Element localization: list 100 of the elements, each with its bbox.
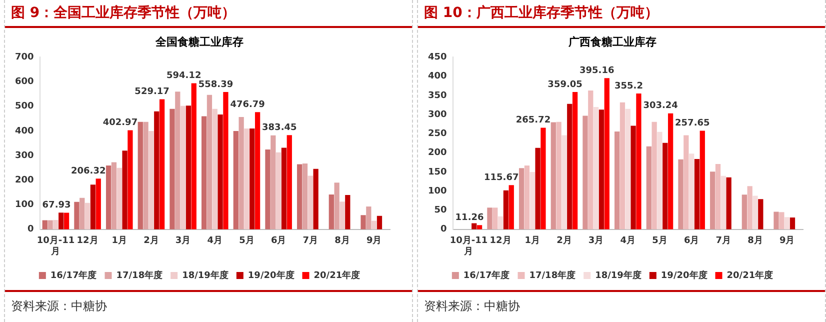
- bar: [366, 206, 372, 230]
- bar: [223, 92, 228, 230]
- legend-label: 20/21年度: [726, 270, 774, 281]
- x-tick-label: 3月: [588, 235, 604, 246]
- bar: [250, 128, 255, 230]
- bar: [657, 132, 662, 230]
- data-label: 529.17: [134, 87, 170, 98]
- bar: [90, 184, 96, 230]
- y-tick-label: 250: [428, 129, 447, 140]
- bar: [159, 99, 165, 230]
- bar: [646, 146, 652, 230]
- bar: [540, 128, 546, 230]
- x-tick-label: 4月: [207, 235, 223, 246]
- bar: [503, 190, 509, 230]
- y-tick-label: 0: [440, 224, 447, 235]
- bar: [360, 215, 366, 230]
- bar: [143, 122, 148, 230]
- bar: [593, 106, 599, 230]
- x-tick-label: 2月: [144, 235, 159, 246]
- legend-label: 17/18年度: [116, 270, 163, 281]
- bar: [476, 225, 482, 230]
- y-tick-label: 200: [428, 148, 447, 158]
- bar: [710, 172, 716, 230]
- x-tick-label: 9月: [779, 235, 795, 246]
- bar: [233, 131, 238, 230]
- text: 资料来源：中糖协: [418, 290, 825, 322]
- y-tick-label: 50: [434, 206, 447, 216]
- bar: [508, 185, 514, 230]
- data-label: 402.97: [102, 118, 138, 128]
- bar: [758, 199, 764, 230]
- y-tick-label: 400: [428, 72, 447, 82]
- y-tick-label: 100: [14, 200, 34, 210]
- bar: [84, 202, 90, 230]
- legend-label: 17/18年度: [529, 270, 576, 281]
- bar: [80, 198, 85, 230]
- chart-title: 图 10：广西工业库存季节性（万吨）: [418, 0, 825, 28]
- x-tick-label: 12月: [490, 235, 512, 246]
- bar: [678, 159, 684, 230]
- bar: [212, 108, 218, 230]
- bar: [281, 148, 287, 230]
- legend-label: 19/20年度: [660, 270, 708, 281]
- legend-label: 16/17年度: [50, 270, 97, 281]
- x-tick-label: 5月: [239, 235, 254, 246]
- y-tick-label: 300: [14, 150, 34, 161]
- bar: [122, 150, 128, 230]
- legend-label: 16/17年度: [463, 270, 510, 281]
- bar: [700, 130, 705, 230]
- y-tick-label: 0: [28, 224, 34, 235]
- x-tick-label: 6月: [684, 235, 700, 246]
- bar: [662, 142, 668, 230]
- bar: [487, 208, 492, 230]
- bar: [614, 131, 620, 230]
- bar: [742, 194, 747, 230]
- y-tick-label: 200: [14, 176, 34, 186]
- x-tick-label: 4月: [620, 235, 636, 246]
- bar: [582, 116, 588, 230]
- bar: [720, 176, 726, 230]
- data-label: 67.93: [42, 200, 71, 211]
- text: 资料来源：中糖协: [5, 290, 412, 322]
- bar: [64, 212, 70, 230]
- x-tick-label: 6月: [270, 235, 286, 246]
- bar: [218, 114, 223, 230]
- legend-label: 18/19年度: [182, 270, 228, 281]
- bar: [726, 177, 732, 230]
- x-tick-label: 1月: [112, 235, 128, 246]
- bar: [625, 108, 630, 230]
- bar: [111, 162, 117, 230]
- bar: [206, 94, 212, 230]
- bar: [154, 111, 160, 230]
- bar: [106, 165, 112, 230]
- data-label: 594.12: [166, 71, 202, 82]
- bar: [96, 178, 101, 230]
- data-label: 558.39: [198, 80, 234, 90]
- data-label: 265.72: [516, 116, 551, 126]
- bar: [684, 135, 689, 230]
- bar: [202, 116, 207, 230]
- y-tick-label: 100: [428, 186, 447, 196]
- bar: [492, 208, 498, 230]
- legend-label: 20/21年度: [314, 270, 360, 281]
- bar: [530, 172, 535, 230]
- bar: [535, 148, 540, 230]
- bar: [588, 90, 594, 230]
- y-tick-label: 400: [14, 126, 34, 136]
- x-tick-label: 10月-11月: [450, 235, 488, 257]
- bar: [668, 113, 674, 230]
- bar: [270, 135, 276, 230]
- bar: [556, 122, 562, 230]
- bar: [186, 106, 192, 230]
- bar: [562, 135, 567, 230]
- bar: [572, 92, 578, 230]
- bar: [774, 212, 779, 230]
- bar: [302, 163, 308, 230]
- bar: [620, 102, 626, 230]
- data-label: 355.2: [614, 81, 643, 92]
- bar: [313, 168, 318, 230]
- bar: [328, 194, 334, 230]
- legend-label: 18/19年度: [595, 270, 642, 281]
- bar: [694, 158, 700, 230]
- data-label: 383.45: [262, 122, 297, 133]
- bar: [498, 216, 504, 230]
